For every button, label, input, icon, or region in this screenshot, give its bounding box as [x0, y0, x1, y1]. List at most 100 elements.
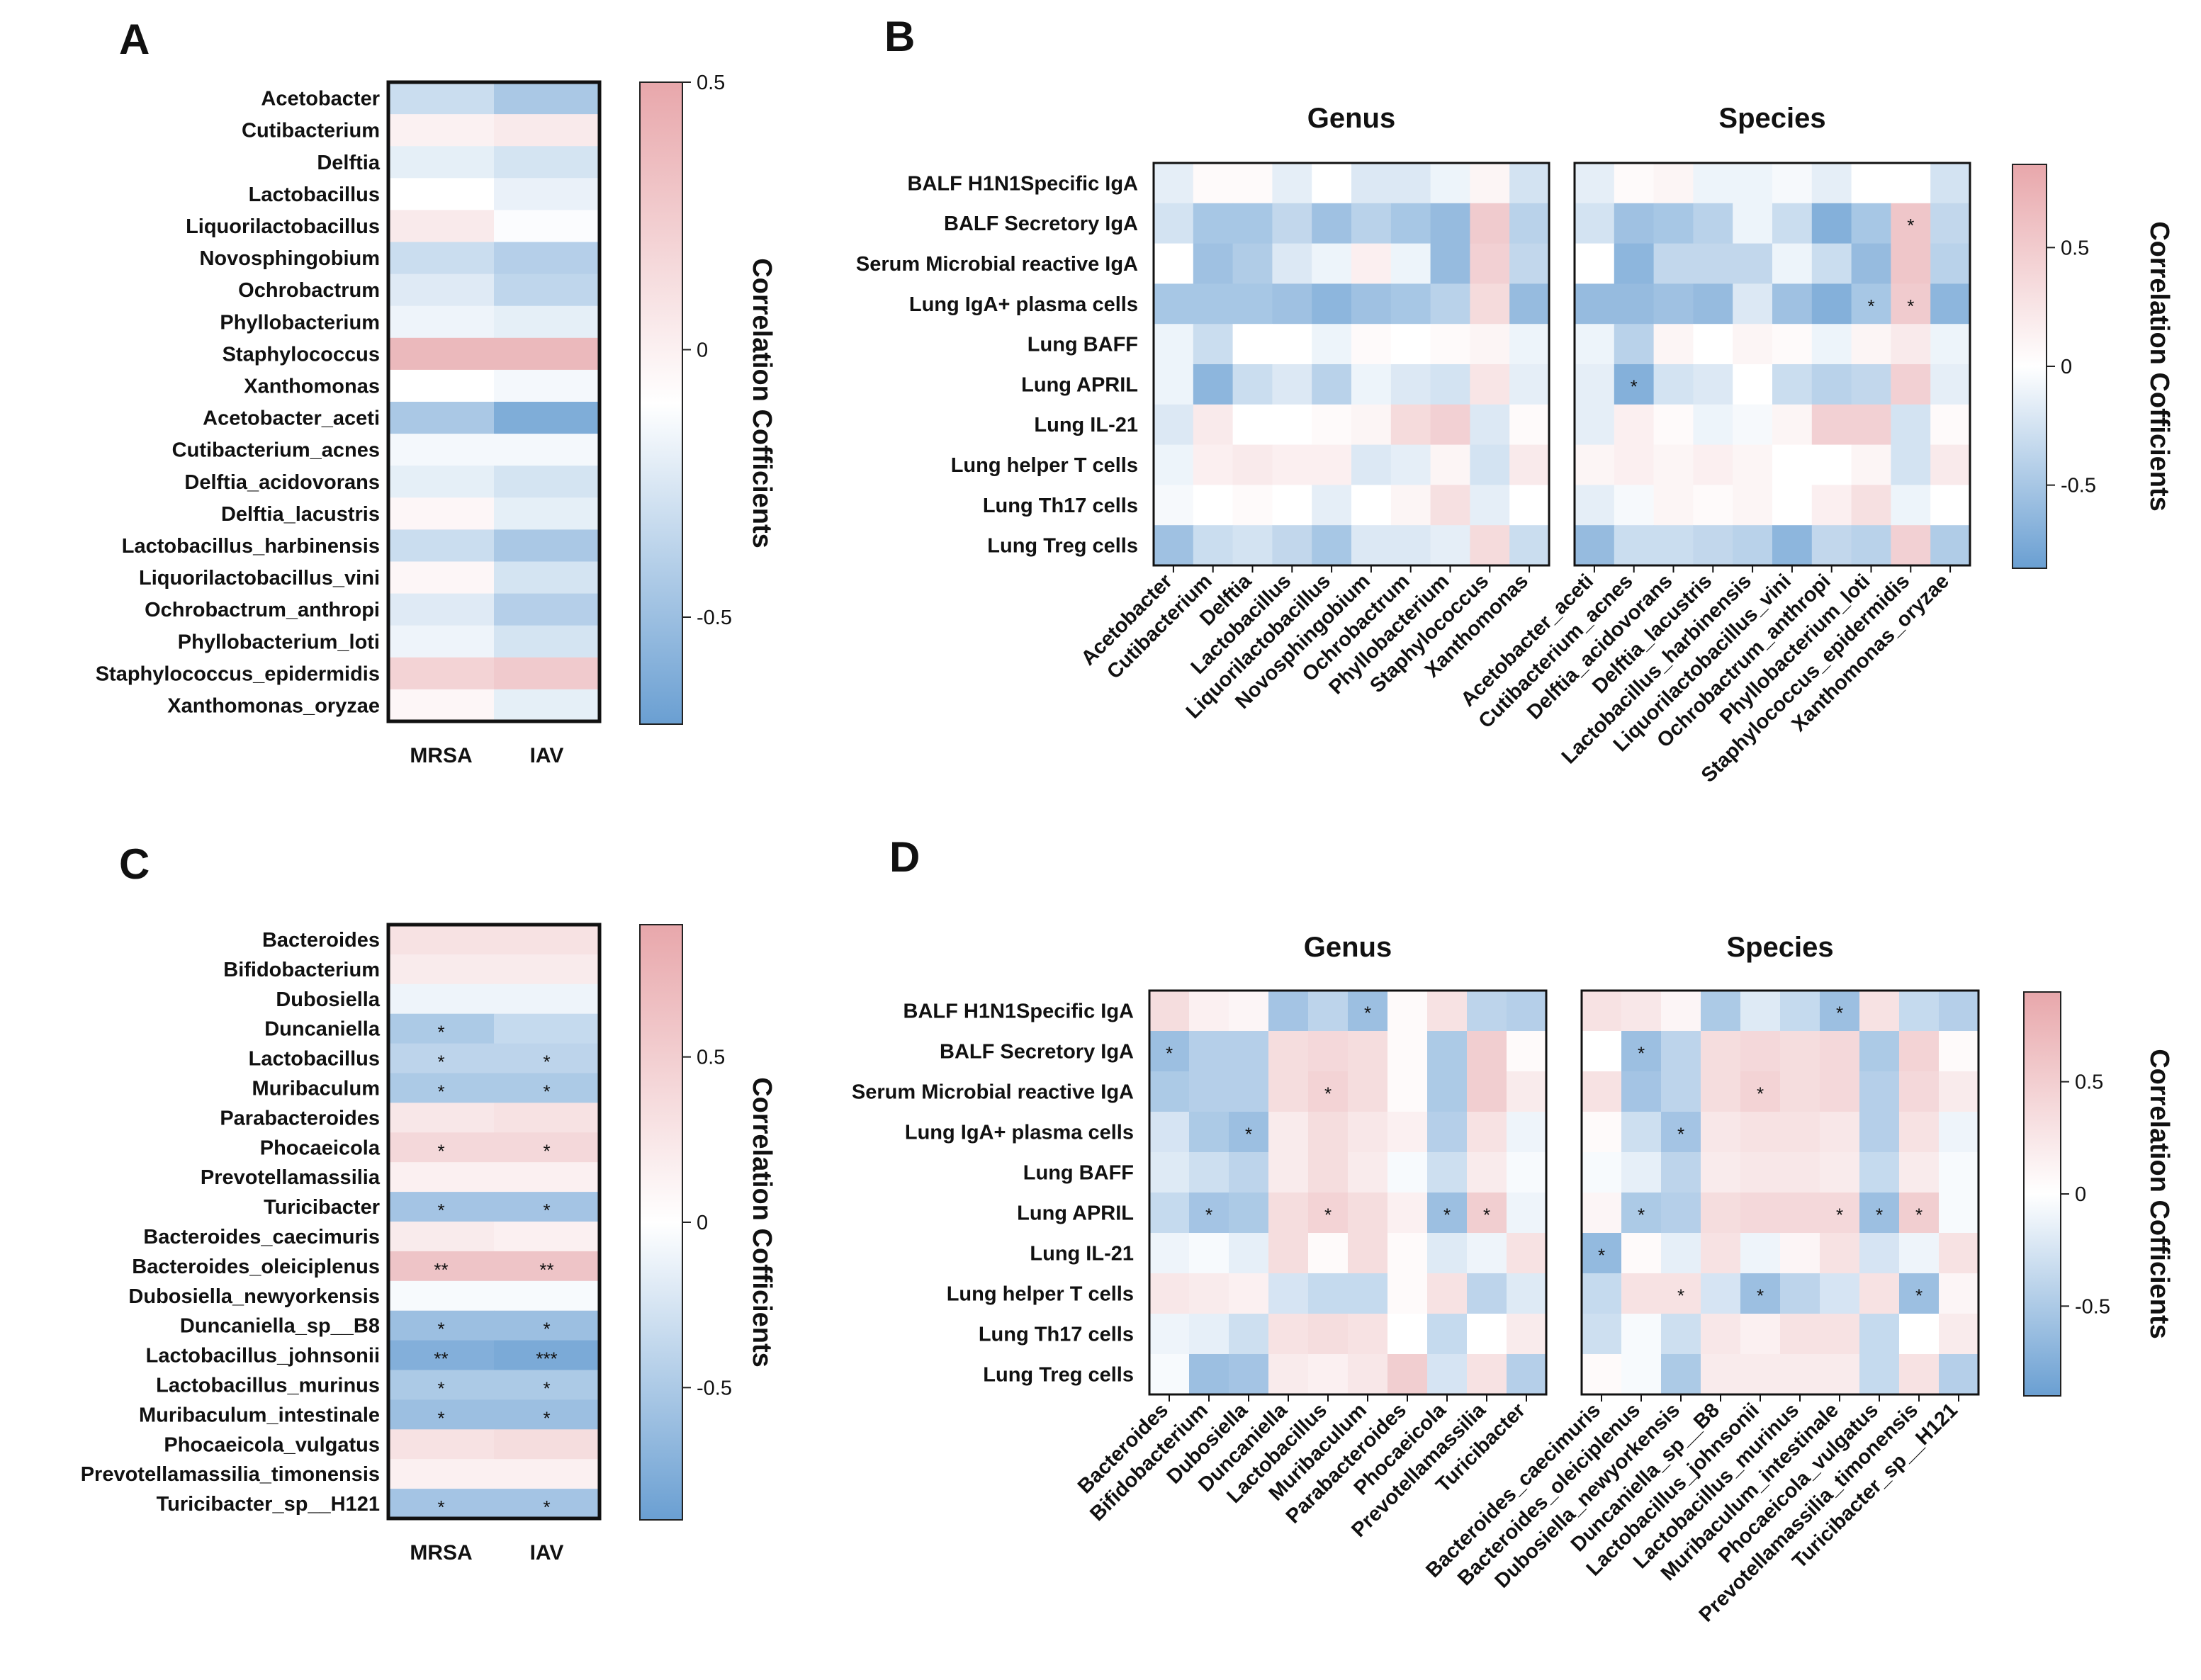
- cell-lung-iga-plasma-cells-bacteroides-caecimuris: [1582, 1112, 1622, 1153]
- cell-duncaniella-mrsa: [388, 1013, 495, 1044]
- cell-lactobacillus-johnsonii-mrsa: [388, 1340, 495, 1371]
- cell-lung-helper-t-cells-delftia: [1232, 444, 1273, 485]
- cell-lung-treg-cells-cutibacterium-acnes: [1614, 525, 1655, 566]
- cell-lung-baff-cutibacterium: [1193, 324, 1234, 365]
- row-label-lung-treg-cells: Lung Treg cells: [987, 535, 1138, 558]
- cell-lung-th17-cells-xanthomonas-oryzae: [1930, 485, 1971, 526]
- cell-lung-iga-plasma-cells-bacteroides: [1149, 1112, 1190, 1153]
- significance-star: *: [543, 1407, 550, 1428]
- cell-lung-th17-cells-cutibacterium: [1193, 485, 1234, 526]
- cell-delftia-acidovorans-iav: [494, 466, 600, 498]
- cell-parabacteroides-iav: [494, 1103, 600, 1133]
- cell-cutibacterium-acnes-iav: [494, 434, 600, 466]
- cell-liquorilactobacillus-mrsa: [388, 210, 495, 243]
- cell-balf-secretory-iga-acetobacter-aceti: [1575, 203, 1615, 244]
- row-label-prevotellamassilia-timonensis: Prevotellamassilia_timonensis: [81, 1463, 380, 1486]
- row-label-lactobacillus-johnsonii: Lactobacillus_johnsonii: [146, 1345, 380, 1368]
- cell-lung-treg-cells-liquorilactobacillus-vini: [1772, 525, 1813, 566]
- significance-star: *: [1836, 1003, 1843, 1024]
- row-label-phyllobacterium: Phyllobacterium: [220, 311, 380, 334]
- cell-acetobacter-aceti-mrsa: [388, 402, 495, 434]
- cell-lung-il-21-dubosiella: [1229, 1233, 1269, 1274]
- cell-lung-iga-plasma-cells-lactobacillus-murinus: [1780, 1112, 1820, 1153]
- cell-balf-h1n1specific-iga-dubosiella: [1229, 991, 1269, 1032]
- significance-star: **: [434, 1348, 448, 1370]
- cell-delftia-mrsa: [388, 146, 495, 179]
- cell-acetobacter-mrsa: [388, 82, 495, 115]
- row-label-muribaculum: Muribaculum: [252, 1077, 380, 1100]
- cell-balf-h1n1specific-iga-staphylococcus-epidermidis: [1891, 163, 1931, 204]
- cell-lung-april-prevotellamassilia: [1467, 1193, 1507, 1234]
- cell-balf-h1n1specific-iga-cutibacterium-acnes: [1614, 163, 1655, 204]
- cell-lung-th17-cells-staphylococcus: [1470, 485, 1510, 526]
- cell-balf-secretory-iga-phocaeicola: [1427, 1031, 1468, 1072]
- cell-serum-microbial-reactive-iga-dubosiella: [1229, 1071, 1269, 1112]
- significance-star: *: [437, 1200, 444, 1221]
- row-label-lung-il-21: Lung IL-21: [1030, 1243, 1134, 1265]
- cell-delftia-lacustris-iav: [494, 497, 600, 530]
- cell-balf-h1n1specific-iga-turicibacter: [1507, 991, 1547, 1032]
- cell-lung-il-21-duncaniella: [1268, 1233, 1309, 1274]
- significance-star: *: [1757, 1285, 1764, 1307]
- cell-lung-iga-plasma-cells-parabacteroides: [1387, 1112, 1428, 1153]
- cell-serum-microbial-reactive-iga-bacteroides: [1149, 1071, 1190, 1112]
- cell-balf-secretory-iga-dubosiella: [1229, 1031, 1269, 1072]
- cell-lung-baff-phocaeicola: [1427, 1152, 1468, 1193]
- cell-muribaculum-intestinale-iav: [494, 1399, 600, 1430]
- row-label-bifidobacterium: Bifidobacterium: [223, 959, 380, 981]
- cell-lung-il-21-phocaeicola-vulgatus: [1859, 1233, 1900, 1274]
- cell-serum-microbial-reactive-iga-dubosiella-newyorkensis: [1661, 1071, 1701, 1112]
- cell-prevotellamassilia-iav: [494, 1162, 600, 1193]
- significance-star: *: [437, 1319, 444, 1340]
- cell-lung-baff-muribaculum: [1348, 1152, 1388, 1193]
- cell-serum-microbial-reactive-iga-phocaeicola-vulgatus: [1859, 1071, 1900, 1112]
- cell-lung-th17-cells-phocaeicola-vulgatus: [1859, 1314, 1900, 1355]
- cell-lung-iga-plasma-cells-phocaeicola: [1427, 1112, 1468, 1153]
- cell-lung-iga-plasma-cells-novosphingobium: [1351, 283, 1392, 325]
- row-label-lung-april: Lung APRIL: [1017, 1202, 1134, 1225]
- cell-muribaculum-intestinale-mrsa: [388, 1399, 495, 1430]
- cell-lung-baff-xanthomonas: [1509, 324, 1550, 365]
- row-label-novosphingobium: Novosphingobium: [199, 247, 380, 270]
- cell-serum-microbial-reactive-iga-novosphingobium: [1351, 243, 1392, 284]
- cell-phocaeicola-vulgatus-mrsa: [388, 1429, 495, 1460]
- cell-lung-il-21-prevotellamassilia-timonensis: [1899, 1233, 1940, 1274]
- significance-star: *: [437, 1496, 444, 1518]
- cell-lactobacillus-johnsonii-iav: [494, 1340, 600, 1371]
- cell-lung-iga-plasma-cells-liquorilactobacillus-vini: [1772, 283, 1813, 325]
- cell-turicibacter-mrsa: [388, 1192, 495, 1222]
- row-label-serum-microbial-reactive-iga: Serum Microbial reactive IgA: [856, 253, 1138, 276]
- row-label-balf-secretory-iga: BALF Secretory IgA: [940, 1041, 1134, 1064]
- significance-star: *: [543, 1200, 550, 1221]
- cell-lung-th17-cells-bacteroides-caecimuris: [1582, 1314, 1622, 1355]
- cell-lung-treg-cells-phocaeicola-vulgatus: [1859, 1354, 1900, 1395]
- cell-liquorilactobacillus-iav: [494, 210, 600, 243]
- cell-lung-treg-cells-muribaculum: [1348, 1354, 1388, 1395]
- heatmap-border: [1152, 162, 1550, 567]
- row-label-delftia-acidovorans: Delftia_acidovorans: [184, 471, 380, 494]
- cell-lung-helper-t-cells-bifidobacterium: [1189, 1273, 1229, 1314]
- colorbar-tick-label: -0.5: [697, 1377, 732, 1399]
- significance-star: *: [1324, 1205, 1332, 1226]
- cell-lung-baff-ochrobactrum: [1390, 324, 1431, 365]
- cell-lung-baff-duncaniella: [1268, 1152, 1309, 1193]
- cell-parabacteroides-mrsa: [388, 1103, 495, 1133]
- row-label-lung-helper-t-cells: Lung helper T cells: [951, 454, 1138, 477]
- row-label-duncaniella: Duncaniella: [264, 1018, 381, 1041]
- cell-lung-th17-cells-acetobacter: [1154, 485, 1194, 526]
- cell-lung-treg-cells-lactobacillus-johnsonii: [1740, 1354, 1781, 1395]
- cell-ochrobactrum-mrsa: [388, 274, 495, 307]
- cell-lactobacillus-mrsa: [388, 1043, 495, 1074]
- significance-star: *: [543, 1140, 550, 1161]
- cell-liquorilactobacillus-vini-iav: [494, 561, 600, 594]
- cell-balf-secretory-iga-bacteroides-caecimuris: [1582, 1031, 1622, 1072]
- cell-duncaniella-sp-b8-iav: [494, 1310, 600, 1341]
- cell-balf-h1n1specific-iga-cutibacterium: [1193, 163, 1234, 204]
- cell-cutibacterium-iav: [494, 114, 600, 147]
- cell-lung-treg-cells-lactobacillus-harbinensis: [1733, 525, 1773, 566]
- colorbar-b: [2012, 164, 2047, 569]
- cell-lung-baff-staphylococcus-epidermidis: [1891, 324, 1931, 365]
- cell-lung-treg-cells-ochrobactrum-anthropi: [1811, 525, 1852, 566]
- cell-prevotellamassilia-mrsa: [388, 1162, 495, 1193]
- cell-muribaculum-mrsa: [388, 1073, 495, 1103]
